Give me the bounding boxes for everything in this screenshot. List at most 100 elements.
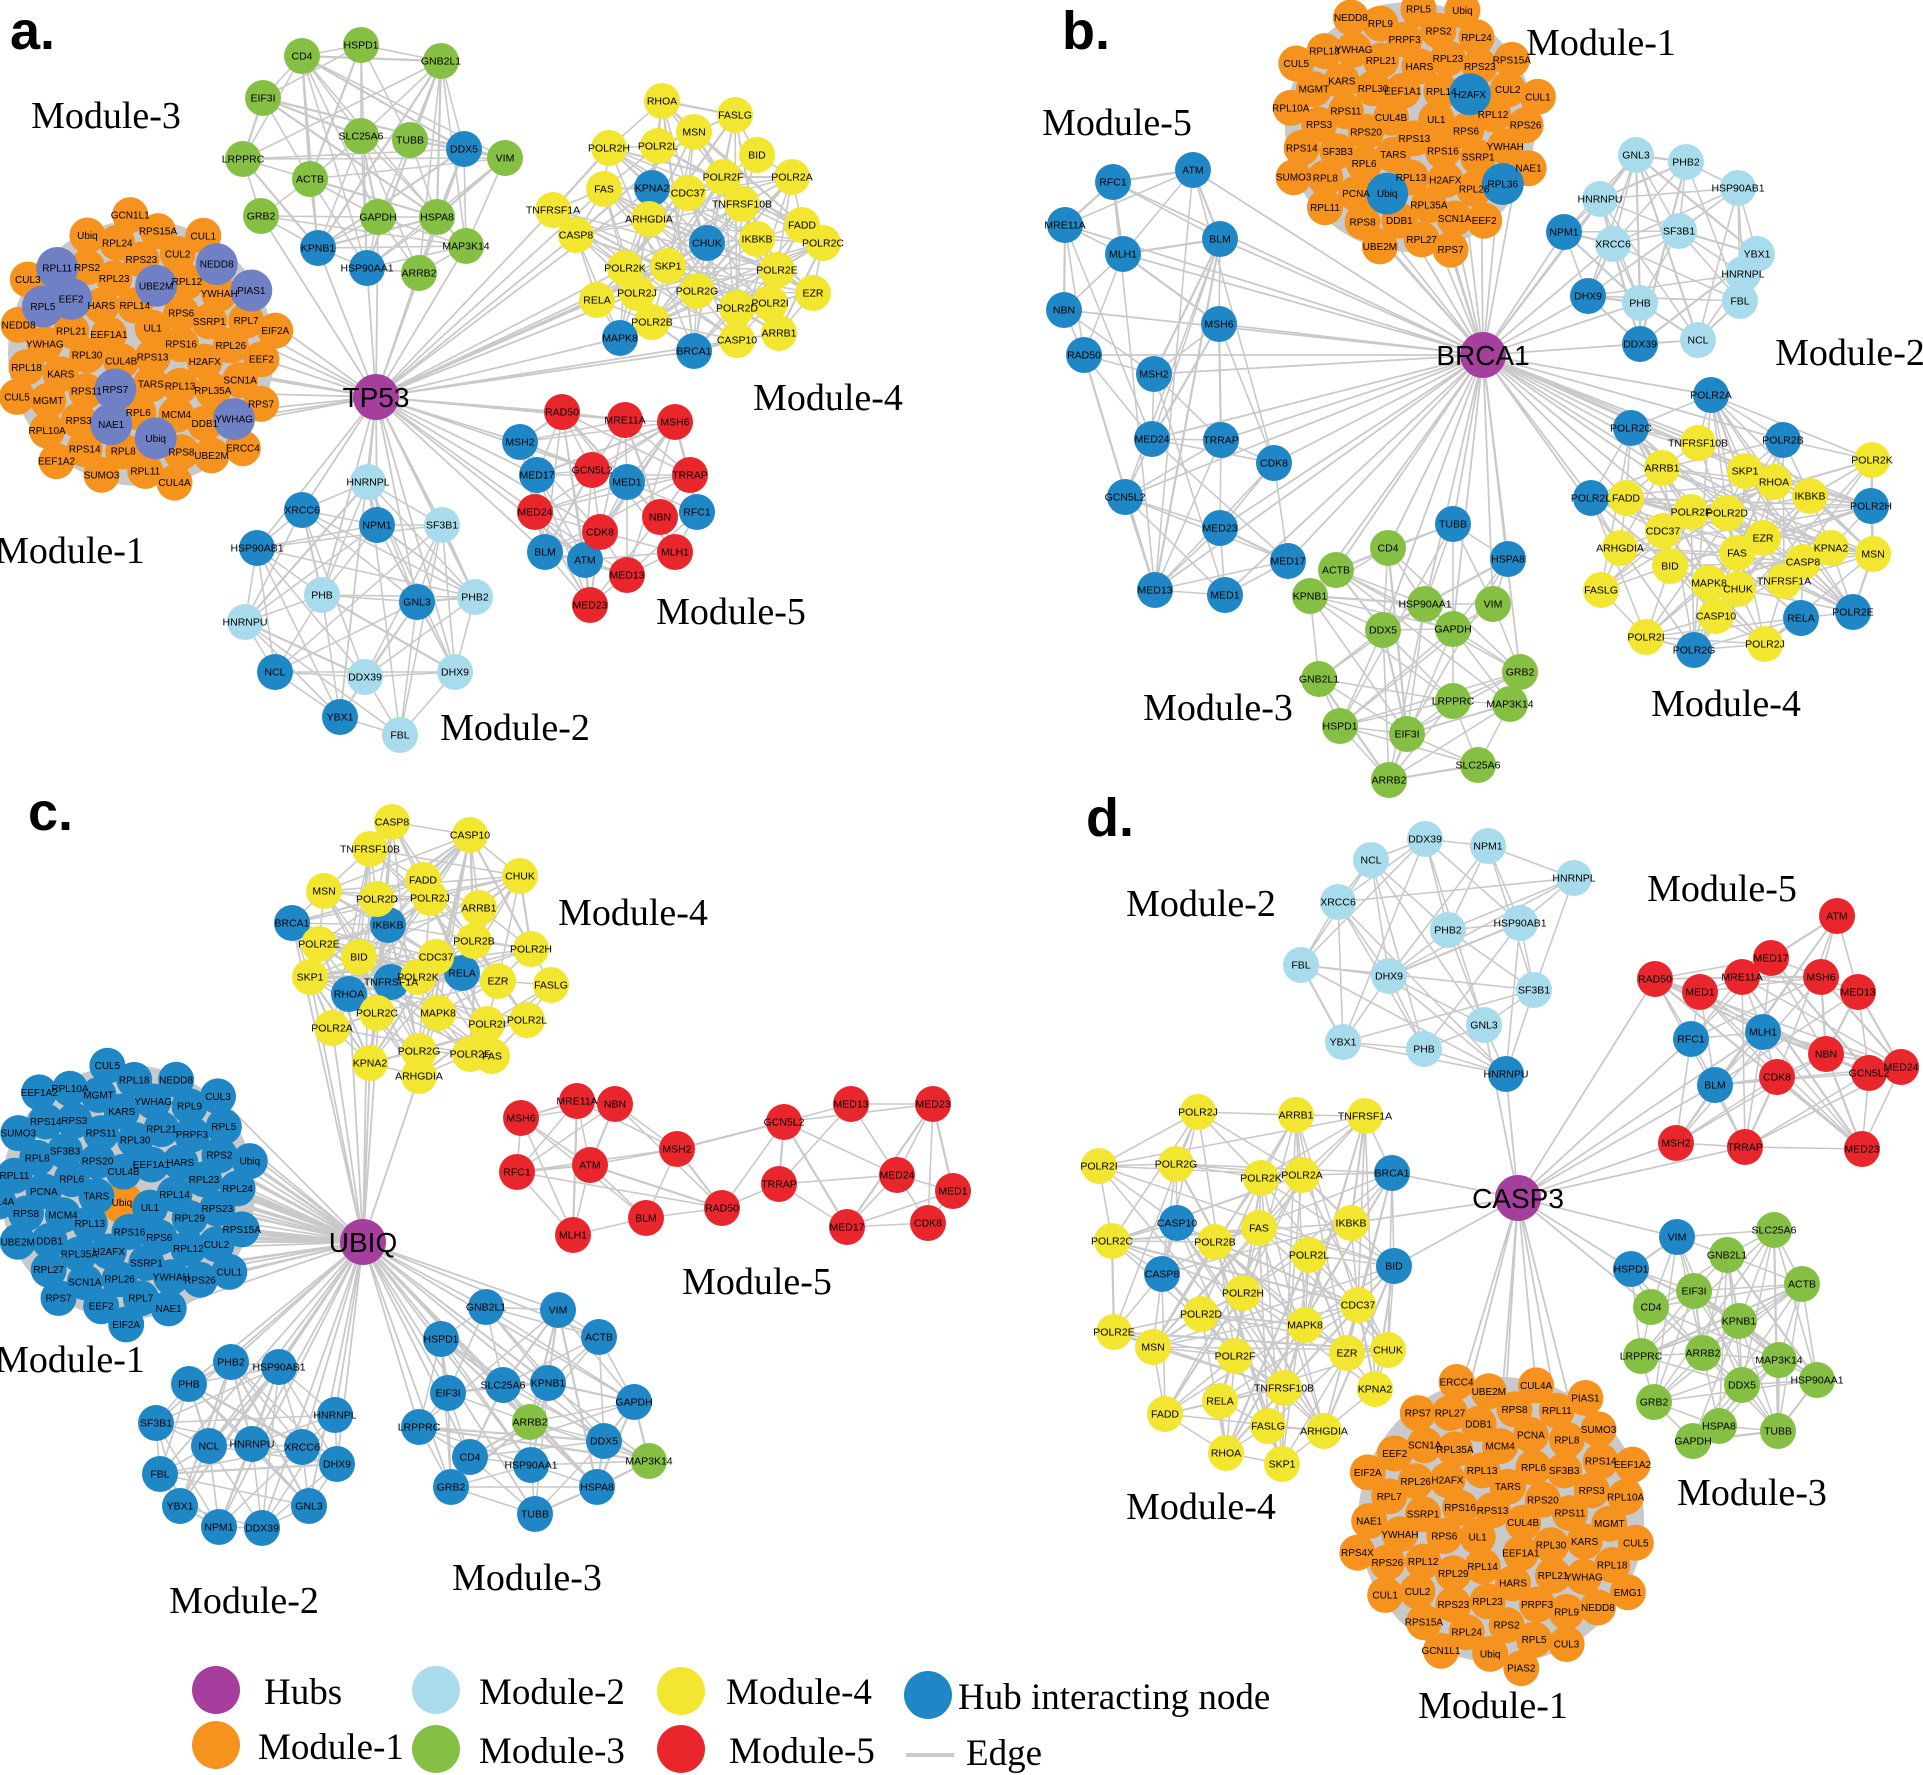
svg-text:FASLG: FASLG — [1251, 1421, 1285, 1433]
svg-text:HSP90AB1: HSP90AB1 — [252, 1362, 305, 1374]
svg-text:EZR: EZR — [1337, 1348, 1358, 1360]
svg-text:CDC37: CDC37 — [1341, 1300, 1376, 1312]
svg-text:CASP10: CASP10 — [1157, 1218, 1197, 1230]
svg-text:HNRNPU: HNRNPU — [223, 617, 268, 629]
svg-text:RPL29: RPL29 — [1438, 1569, 1469, 1580]
svg-text:MSN: MSN — [682, 127, 705, 139]
svg-text:NEDD8: NEDD8 — [200, 260, 234, 271]
svg-text:POLR2G: POLR2G — [1155, 1159, 1198, 1171]
svg-text:RPS14: RPS14 — [1286, 143, 1318, 154]
svg-text:CASP10: CASP10 — [450, 830, 490, 842]
svg-text:RPL8: RPL8 — [1313, 173, 1338, 184]
svg-text:RPS7: RPS7 — [1438, 245, 1465, 256]
svg-text:CUL5: CUL5 — [1284, 59, 1310, 70]
svg-text:RPL26: RPL26 — [1400, 1477, 1431, 1488]
svg-text:H2AFX: H2AFX — [1429, 176, 1462, 187]
svg-text:Module-4: Module-4 — [1126, 1486, 1276, 1528]
svg-text:a.: a. — [10, 1, 55, 61]
svg-text:CHUK: CHUK — [692, 238, 722, 250]
svg-text:RPL18: RPL18 — [1597, 1561, 1628, 1572]
svg-text:HSP90AA1: HSP90AA1 — [340, 263, 393, 275]
svg-text:KPNA2: KPNA2 — [1358, 1384, 1393, 1396]
svg-text:TNFRSF10B: TNFRSF10B — [712, 199, 772, 211]
svg-text:ACTB: ACTB — [1788, 1279, 1816, 1291]
svg-text:RAD50: RAD50 — [545, 407, 579, 419]
svg-text:RPL7: RPL7 — [128, 1294, 153, 1305]
svg-text:TNFRSF10B: TNFRSF10B — [340, 844, 400, 856]
svg-text:CUL4B: CUL4B — [105, 357, 138, 368]
svg-text:RPS23: RPS23 — [126, 255, 158, 266]
svg-text:RPL21: RPL21 — [1538, 1571, 1569, 1582]
svg-text:CUL5: CUL5 — [95, 1061, 121, 1072]
svg-text:MED1: MED1 — [1685, 987, 1714, 999]
svg-text:GCN1L1: GCN1L1 — [1422, 1646, 1461, 1657]
svg-text:ATM: ATM — [574, 555, 595, 567]
svg-text:RFC1: RFC1 — [503, 1167, 531, 1179]
svg-text:Hubs: Hubs — [264, 1672, 342, 1713]
svg-text:YBX1: YBX1 — [1330, 1037, 1357, 1049]
svg-text:RPS26: RPS26 — [1371, 1558, 1403, 1569]
svg-text:POLR2K: POLR2K — [397, 972, 438, 984]
svg-text:NEDD8: NEDD8 — [2, 320, 36, 331]
svg-text:RPS11: RPS11 — [71, 387, 102, 398]
svg-text:RPL11: RPL11 — [0, 1171, 30, 1182]
svg-text:EEF1A2: EEF1A2 — [21, 1088, 59, 1099]
svg-text:Module-4: Module-4 — [558, 892, 708, 934]
svg-text:YBX1: YBX1 — [1744, 249, 1771, 261]
svg-text:EEF1A2: EEF1A2 — [38, 457, 76, 468]
svg-text:FAS: FAS — [482, 1051, 502, 1063]
svg-text:d.: d. — [1086, 788, 1134, 848]
svg-text:MAP3K14: MAP3K14 — [1486, 699, 1533, 711]
svg-text:CUL3: CUL3 — [15, 275, 41, 286]
svg-text:HSPA8: HSPA8 — [580, 1482, 614, 1494]
svg-text:RAD50: RAD50 — [1638, 974, 1672, 986]
svg-text:RPS14: RPS14 — [69, 445, 101, 456]
svg-text:RPL23: RPL23 — [99, 274, 130, 285]
svg-text:MED17: MED17 — [519, 470, 554, 482]
svg-text:FBL: FBL — [150, 1469, 169, 1481]
svg-text:KARS: KARS — [1328, 77, 1356, 88]
svg-text:MED23: MED23 — [572, 600, 607, 612]
svg-text:POLR2F: POLR2F — [450, 1049, 491, 1061]
svg-text:TNFRSF1A: TNFRSF1A — [1757, 576, 1811, 588]
svg-text:XRCC6: XRCC6 — [1320, 897, 1356, 909]
svg-text:RPL13: RPL13 — [1396, 173, 1427, 184]
svg-text:TP53: TP53 — [343, 382, 410, 413]
svg-text:GRB2: GRB2 — [247, 211, 276, 223]
svg-text:MED24: MED24 — [1883, 1062, 1918, 1074]
svg-text:HSPA8: HSPA8 — [1491, 554, 1525, 566]
svg-text:MED17: MED17 — [1270, 556, 1305, 568]
svg-text:ARRB2: ARRB2 — [512, 1417, 547, 1429]
svg-text:RPL24: RPL24 — [1461, 33, 1492, 44]
svg-text:HNRNPL: HNRNPL — [346, 477, 389, 489]
svg-text:DDX39: DDX39 — [1623, 339, 1657, 351]
svg-text:SLC25A6: SLC25A6 — [1456, 760, 1501, 772]
svg-text:ARHGDIA: ARHGDIA — [1596, 543, 1644, 555]
svg-text:POLR2H: POLR2H — [1850, 501, 1892, 513]
svg-text:RPL12: RPL12 — [172, 277, 203, 288]
svg-text:TARS: TARS — [1380, 150, 1406, 161]
svg-text:Ubiq: Ubiq — [1452, 6, 1473, 17]
svg-text:NBN: NBN — [649, 512, 671, 524]
svg-text:DDX39: DDX39 — [348, 672, 382, 684]
svg-text:XRCC6: XRCC6 — [1595, 239, 1631, 251]
svg-text:RPL24: RPL24 — [1451, 1628, 1482, 1639]
svg-text:FBL: FBL — [390, 730, 409, 742]
svg-text:NPM1: NPM1 — [1473, 841, 1502, 853]
svg-text:MGMT: MGMT — [83, 1091, 114, 1102]
svg-text:RPS14: RPS14 — [30, 1117, 62, 1128]
svg-text:POLR2I: POLR2I — [751, 298, 788, 310]
svg-text:EIF2A: EIF2A — [1354, 1468, 1382, 1479]
svg-text:SLC25A6: SLC25A6 — [339, 131, 384, 143]
svg-text:CHUK: CHUK — [505, 871, 535, 883]
svg-text:MLH1: MLH1 — [1109, 249, 1137, 261]
svg-text:RPS15A: RPS15A — [1405, 1618, 1444, 1629]
svg-text:RPS2: RPS2 — [1425, 26, 1452, 37]
svg-text:MED13: MED13 — [1840, 987, 1875, 999]
svg-text:TNFRSF10B: TNFRSF10B — [1254, 1383, 1314, 1395]
svg-text:CD4: CD4 — [291, 51, 312, 63]
svg-text:RPL8: RPL8 — [1554, 1435, 1579, 1446]
svg-text:RPS15A: RPS15A — [223, 1225, 262, 1236]
svg-text:NPM1: NPM1 — [204, 1522, 233, 1534]
svg-text:Module-1: Module-1 — [1418, 1685, 1568, 1727]
